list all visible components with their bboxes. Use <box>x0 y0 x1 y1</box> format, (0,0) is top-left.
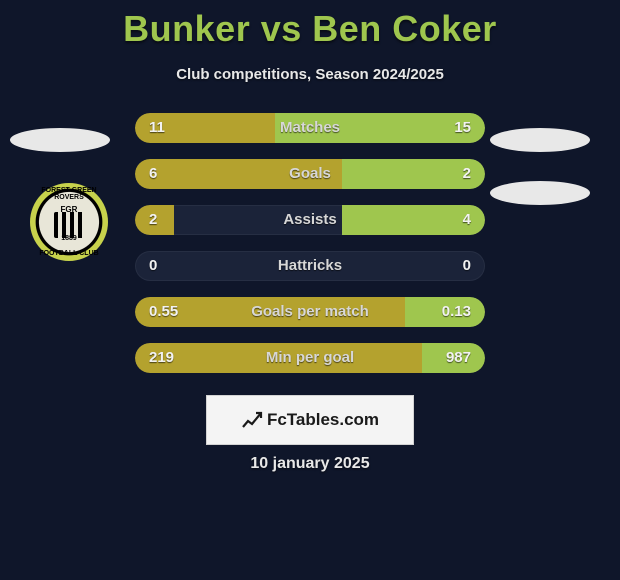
stat-label: Goals per match <box>135 297 485 327</box>
player-left-avatar <box>10 128 110 152</box>
stat-value-left: 0 <box>149 251 157 281</box>
stat-value-left: 6 <box>149 159 157 189</box>
stat-row: Min per goal219 987 <box>135 343 485 373</box>
stat-value-right: 987 <box>446 343 471 373</box>
comparison-bars: Matches1115Goals62Assists24Hattricks00Go… <box>135 113 485 389</box>
stat-value-left: 219 <box>149 343 174 373</box>
stat-value-left: 2 <box>149 205 157 235</box>
subtitle: Club competitions, Season 2024/2025 <box>0 66 620 83</box>
footer-brand-text: FcTables.com <box>267 410 379 430</box>
badge-year: 1889 <box>61 235 77 242</box>
badge-bottom-text: FOOTBALL CLUB <box>30 250 108 257</box>
stat-row: Assists2 4 <box>135 205 485 235</box>
stat-label: Min per goal <box>135 343 485 373</box>
stat-value-left: 11 <box>149 113 165 143</box>
stat-label: Matches <box>135 113 485 143</box>
stat-value-right: 0.13 <box>442 297 471 327</box>
chart-up-icon <box>241 409 263 431</box>
stat-row: Goals per match0.55 0.13 <box>135 297 485 327</box>
stat-value-left: 0.55 <box>149 297 178 327</box>
badge-abbrev: FGR <box>61 205 78 214</box>
footer-brand: FcTables.com <box>206 395 414 445</box>
stat-value-right: 2 <box>463 159 471 189</box>
player-right-avatar <box>490 128 590 152</box>
page-title: Bunker vs Ben Coker <box>0 0 620 50</box>
stat-label: Goals <box>135 159 485 189</box>
club-right-badge <box>490 181 590 205</box>
stat-value-right: 0 <box>463 251 471 281</box>
footer-date: 10 january 2025 <box>0 455 620 473</box>
stat-value-right: 15 <box>454 113 471 143</box>
badge-top-text: FOREST GREEN ROVERS <box>30 187 108 201</box>
stat-label: Hattricks <box>135 251 485 281</box>
stat-label: Assists <box>135 205 485 235</box>
stat-row: Hattricks0 0 <box>135 251 485 281</box>
stat-row: Matches11 15 <box>135 113 485 143</box>
club-left-badge: FOREST GREEN ROVERS FGR 1889 FOOTBALL CL… <box>28 181 110 263</box>
stat-row: Goals6 2 <box>135 159 485 189</box>
stat-value-right: 4 <box>463 205 471 235</box>
